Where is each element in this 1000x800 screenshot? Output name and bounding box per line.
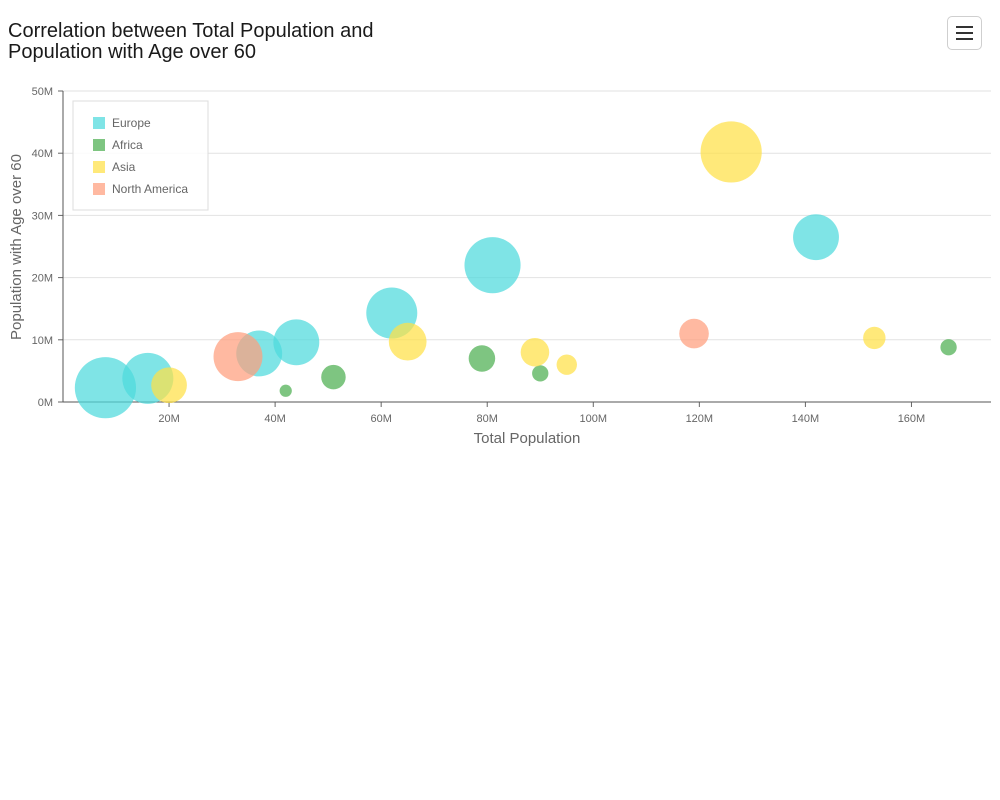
chart-title: Correlation between Total Population and… [8,20,374,63]
axes: 0M 10M 20M 30M 40M 50M 20M 40M 60M 80M 100M 120M 140… [32,86,991,425]
legend-label: North America [112,182,188,196]
bubble-point[interactable] [464,237,521,294]
hamburger-menu-icon [956,26,973,28]
bubble-point[interactable] [468,345,496,372]
y-tick-label: 10M [32,335,53,347]
bubble-point[interactable] [679,318,709,349]
hamburger-menu-icon-line [956,32,973,34]
legend-swatch [93,117,105,129]
y-axis-title: Population with Age over 60 [8,154,25,340]
legend-label: Asia [112,160,136,174]
legend-item-europe[interactable]: Europe [93,116,151,130]
bubble-point[interactable] [793,214,839,261]
bubble-point[interactable] [532,365,549,382]
legend-item-asia[interactable]: Asia [93,160,136,174]
bubble-point[interactable] [213,332,263,382]
legend-swatch [93,161,105,173]
legend-label: Europe [112,116,151,130]
legend-swatch [93,139,105,151]
y-tick-label: 50M [32,86,53,98]
bubble-point[interactable] [151,367,187,404]
legend-item-north-america[interactable]: North America [93,182,188,196]
bubble-point[interactable] [273,319,320,366]
x-tick-label: 120M [686,413,714,425]
legend-item-africa[interactable]: Africa [93,138,143,152]
bubbles [74,121,957,419]
legend-label: Africa [112,138,143,152]
y-tick-label: 20M [32,273,53,285]
bubble-point[interactable] [520,337,550,367]
legend-swatch [93,183,105,195]
x-tick-label: 100M [580,413,608,425]
x-tick-label: 80M [477,413,498,425]
bubble-point[interactable] [863,326,886,350]
y-tick-label: 0M [38,397,53,409]
bubble-point[interactable] [940,339,957,356]
y-tick-label: 30M [32,210,53,222]
hamburger-menu-icon-line [956,38,973,40]
bubble-point[interactable] [279,384,292,397]
series-africa [279,339,957,397]
y-tick-label: 40M [32,148,53,160]
x-tick-label: 20M [158,413,179,425]
bubble-point[interactable] [74,357,137,419]
legend: Europe Africa Asia North America [72,100,209,211]
x-tick-label: 40M [264,413,285,425]
chart-menu-button[interactable] [947,16,982,50]
bubble-point[interactable] [700,121,762,183]
series-asia [151,121,886,404]
bubble-point[interactable] [556,354,577,375]
grid-lines [63,90,991,341]
bubble-point[interactable] [321,364,346,390]
series-europe [74,214,839,419]
x-tick-label: 140M [792,413,820,425]
series-north-america [213,318,709,382]
x-axis-title: Total Population [474,430,581,447]
bubble-point[interactable] [388,322,427,361]
bubble-chart: 0M 10M 20M 30M 40M 50M 20M 40M 60M 80M 100M 120M 140… [8,86,991,447]
x-tick-label: 160M [898,413,926,425]
x-tick-label: 60M [370,413,391,425]
